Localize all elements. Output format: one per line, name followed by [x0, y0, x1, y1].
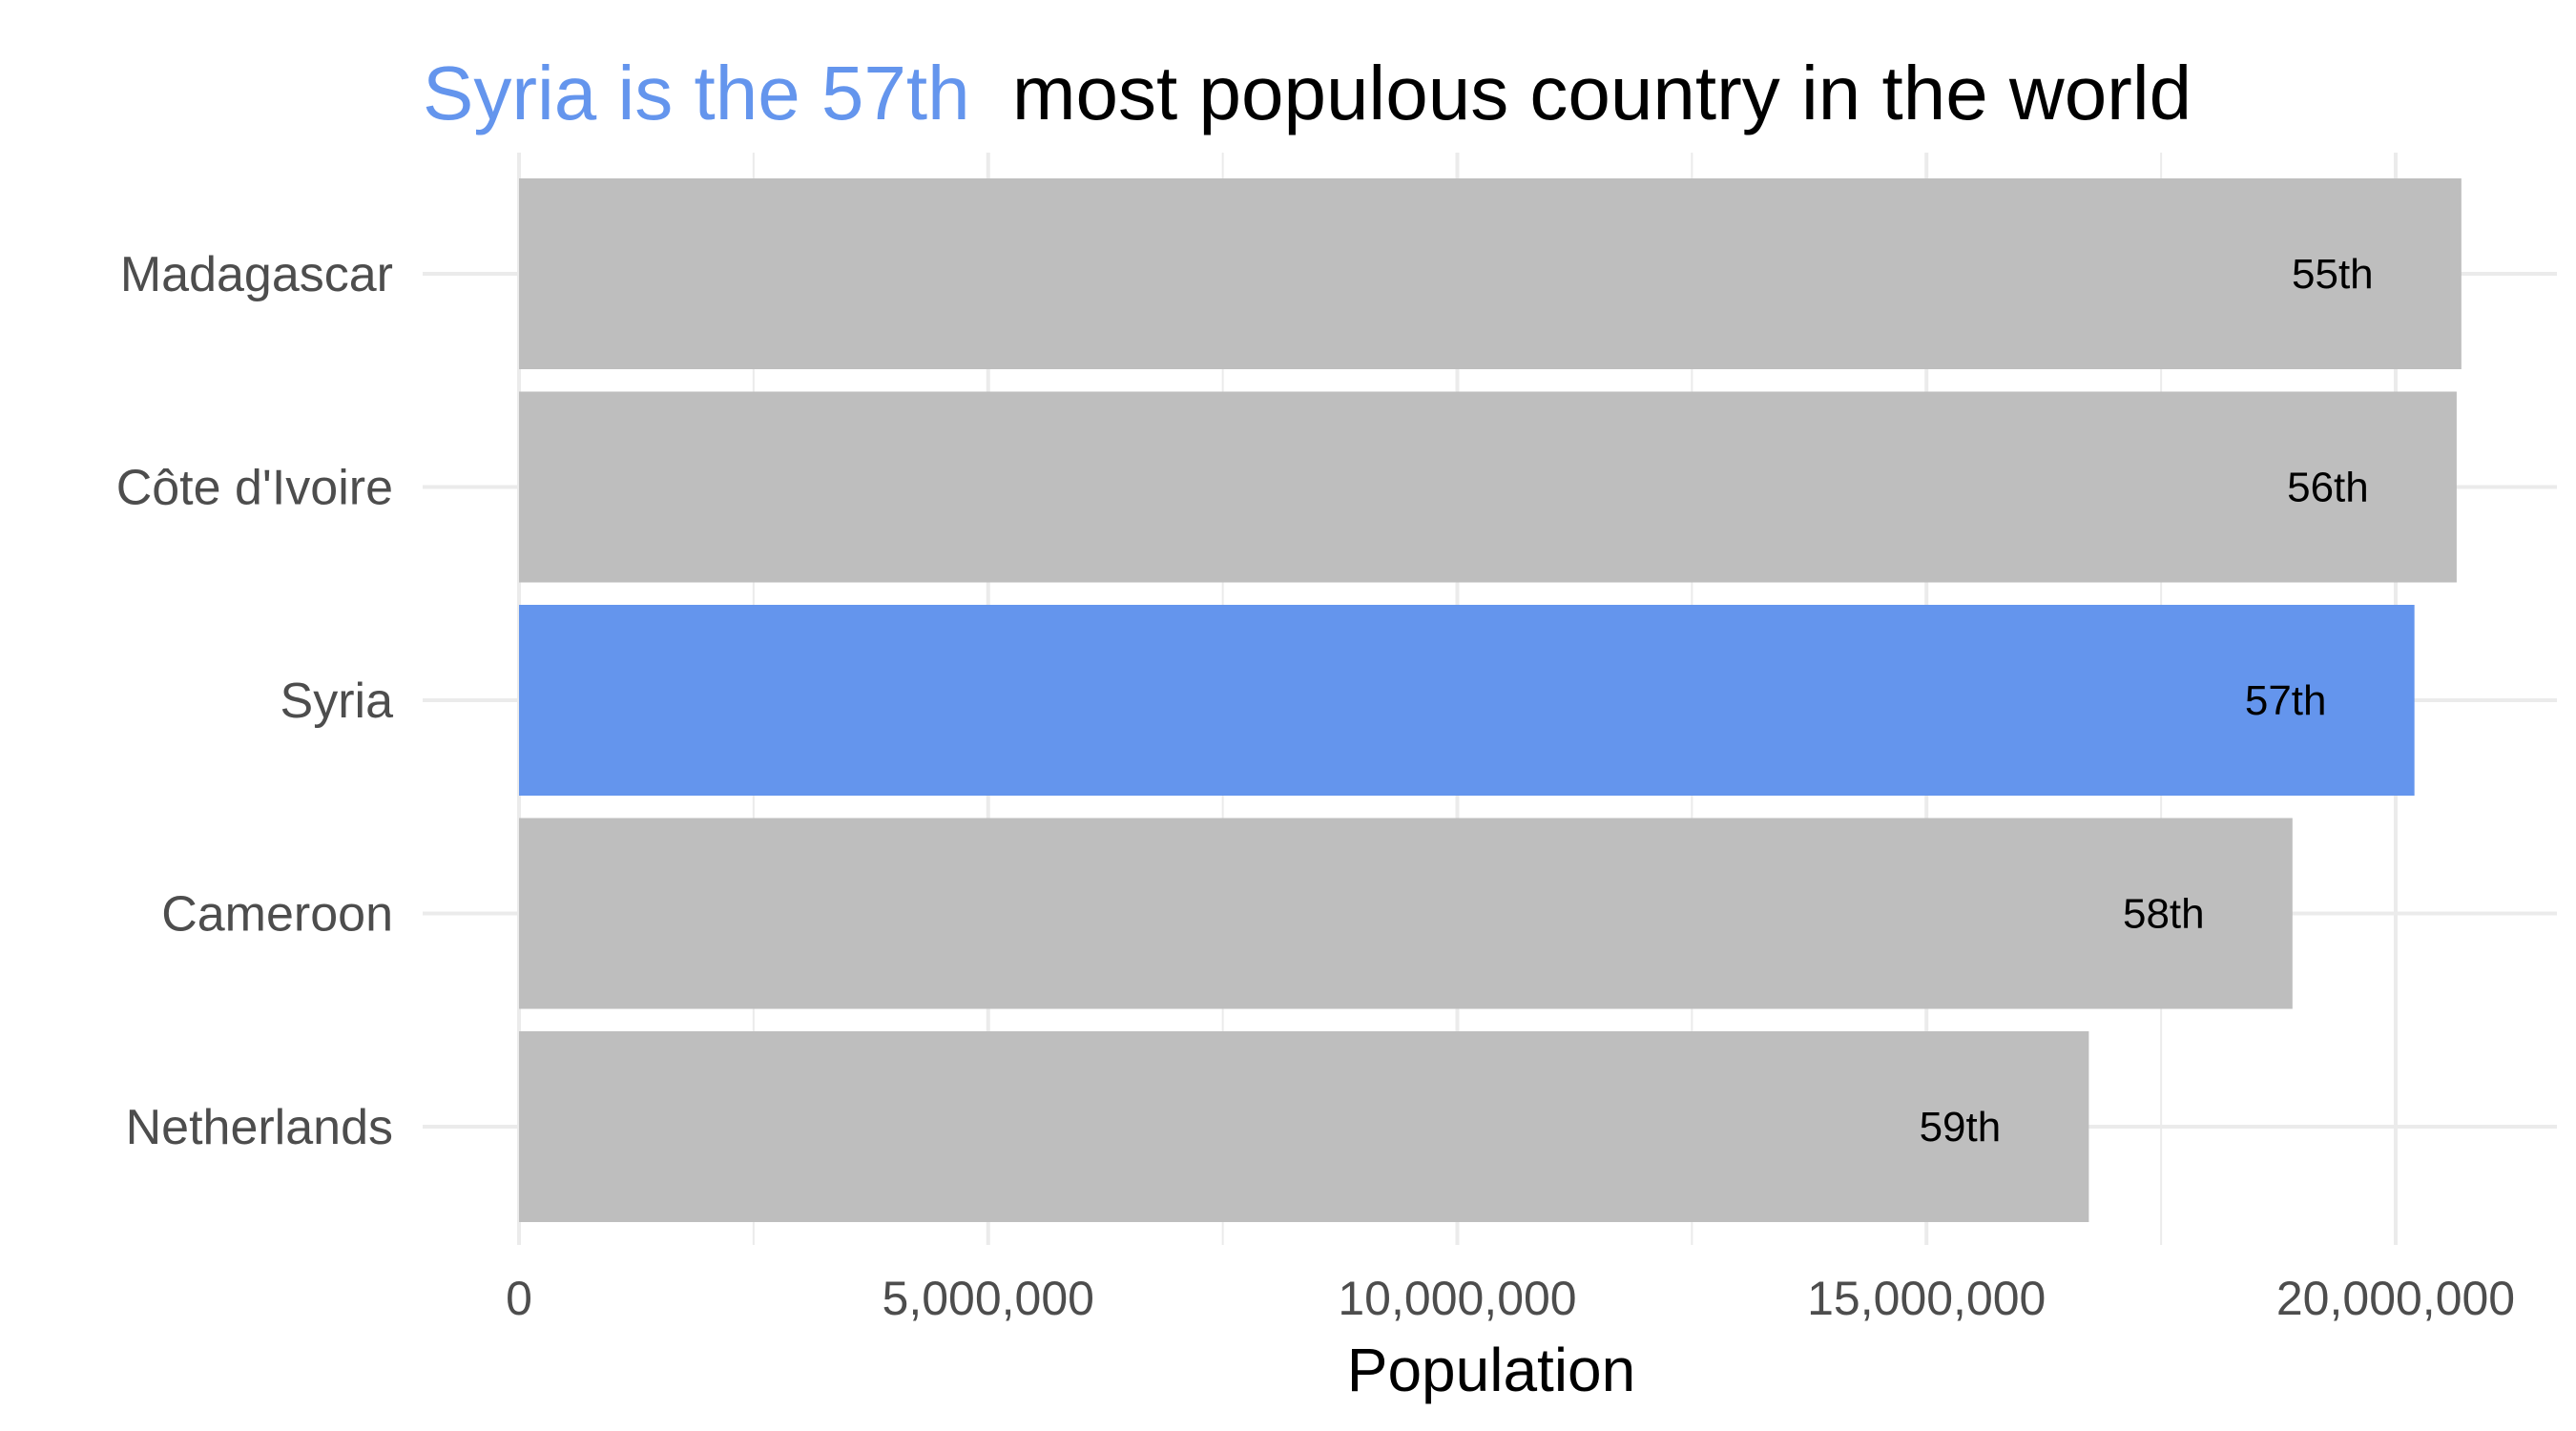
category-label-4: Netherlands: [126, 1100, 393, 1155]
data-labels: 55th 56th 57th 58th 59th: [1920, 251, 2374, 1151]
x-tick-label-3: 15,000,000: [1807, 1272, 2046, 1325]
chart-title: Syria is the 57th most populous country …: [423, 51, 2192, 135]
x-tick-label-0: 0: [506, 1272, 532, 1325]
category-label-3: Cameroon: [161, 887, 393, 943]
bar-2: [519, 605, 2415, 796]
x-tick-label-4: 20,000,000: [2276, 1272, 2515, 1325]
bar-0: [519, 178, 2462, 369]
data-label-0: 55th: [2292, 251, 2374, 298]
category-label-2: Syria: [280, 674, 394, 729]
bar-3: [519, 818, 2293, 1009]
data-label-3: 58th: [2123, 891, 2205, 938]
chart-title-rest: most populous country in the world: [1012, 51, 2192, 135]
data-label-1: 56th: [2287, 465, 2369, 511]
bars: [519, 178, 2462, 1222]
bar-4: [519, 1031, 2089, 1222]
data-label-4: 59th: [1920, 1104, 2002, 1151]
x-axis-title: Population: [1347, 1336, 1635, 1404]
x-tick-label-1: 5,000,000: [883, 1272, 1094, 1325]
bar-1: [519, 391, 2457, 583]
data-label-2: 57th: [2245, 677, 2327, 724]
chart-title-highlight: Syria is the 57th: [423, 51, 970, 135]
category-label-1: Côte d'Ivoire: [116, 461, 393, 516]
category-labels: Madagascar Côte d'Ivoire Syria Cameroon Neth…: [116, 247, 393, 1155]
x-tick-label-2: 10,000,000: [1338, 1272, 1576, 1325]
category-label-0: Madagascar: [120, 247, 393, 302]
x-tick-labels: 0 5,000,000 10,000,000 15,000,000 20,000,000: [506, 1272, 2515, 1325]
